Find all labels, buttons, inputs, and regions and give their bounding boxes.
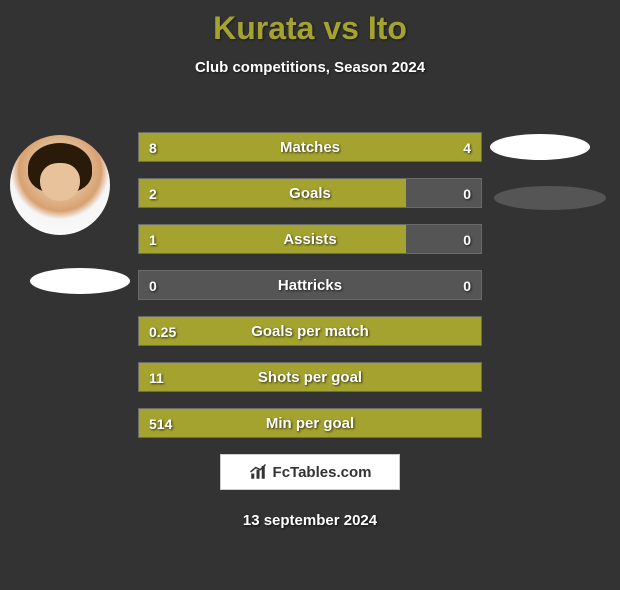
footer-brand-text: FcTables.com [273,464,372,481]
stat-label: Min per goal [139,409,481,439]
stat-label: Goals [139,179,481,209]
stat-value-right: 0 [463,179,471,209]
stat-label: Matches [139,133,481,163]
footer-date: 13 september 2024 [0,512,620,529]
stat-label: Assists [139,225,481,255]
stat-value-right: 0 [463,225,471,255]
stat-label: Goals per match [139,317,481,347]
stat-value-right: 4 [463,133,471,163]
stat-label: Hattricks [139,271,481,301]
stat-row-hattricks: 0 Hattricks 0 [138,270,482,300]
stat-row-goals-per-match: 0.25 Goals per match [138,316,482,346]
player-right-club-badge-1 [490,134,590,160]
player-left-avatar [10,135,110,235]
page-title: Kurata vs Ito [0,10,620,47]
player-right-club-badge-2 [494,186,606,210]
stats-container: 8 Matches 4 2 Goals 0 1 Assists 0 0 Hatt… [138,132,482,454]
footer-brand-badge[interactable]: FcTables.com [220,454,400,490]
stat-value-right: 0 [463,271,471,301]
stat-label: Shots per goal [139,363,481,393]
stat-row-shots-per-goal: 11 Shots per goal [138,362,482,392]
stat-row-goals: 2 Goals 0 [138,178,482,208]
player-left-club-badge [30,268,130,294]
stat-row-matches: 8 Matches 4 [138,132,482,162]
stat-row-assists: 1 Assists 0 [138,224,482,254]
subtitle: Club competitions, Season 2024 [0,59,620,76]
chart-icon [249,463,267,481]
stat-row-min-per-goal: 514 Min per goal [138,408,482,438]
